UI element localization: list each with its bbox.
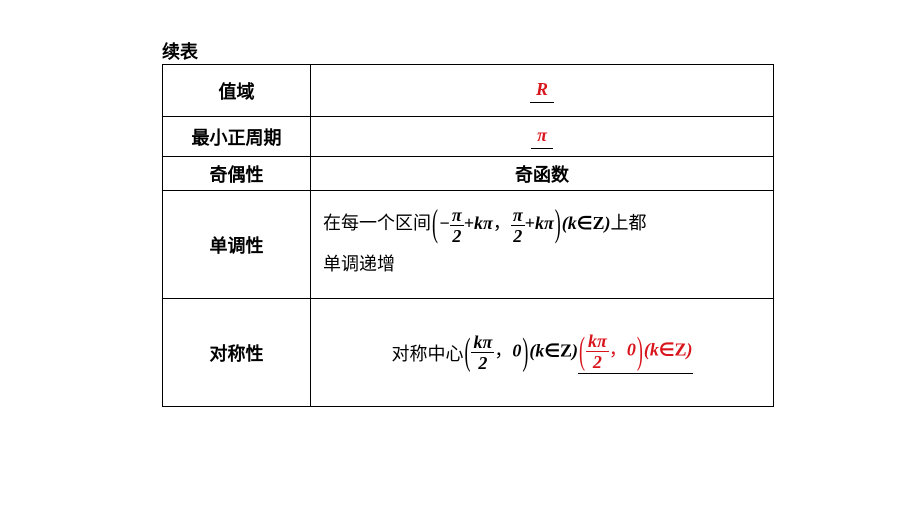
row-label-symmetry: 对称性 xyxy=(163,299,311,407)
lparen-icon: ( xyxy=(579,329,585,373)
mono-left-frac: π2 xyxy=(450,206,464,245)
answer-range: R xyxy=(530,79,554,103)
rparen-icon: ) xyxy=(637,329,643,373)
mono-left-plus: +kπ xyxy=(464,213,493,233)
properties-table: 值域 R 最小正周期 π 奇偶性 奇函数 单调性 在每一个区间(−π2+kπ，π… xyxy=(162,64,774,407)
row-value-monotonicity: 在每一个区间(−π2+kπ，π2+kπ)(k∈Z)上都 单调递增 xyxy=(311,191,774,299)
mono-prefix: 在每一个区间 xyxy=(323,213,431,233)
row-label-period: 最小正周期 xyxy=(163,117,311,157)
sym-label: 对称中心 xyxy=(391,340,463,366)
mono-right-frac: π2 xyxy=(511,206,525,245)
row-label-parity: 奇偶性 xyxy=(163,157,311,191)
rparen-icon: ) xyxy=(522,330,528,374)
table-caption: 续表 xyxy=(162,38,198,64)
sym-red-answer: (kπ2，0)(k∈Z) xyxy=(578,332,693,374)
sym-black-tuple: (kπ2，0)(k∈Z) xyxy=(463,333,578,372)
mono-cond: (k∈Z) xyxy=(562,213,611,233)
row-label-monotonicity: 单调性 xyxy=(163,191,311,299)
row-value-period: π xyxy=(311,117,774,157)
mono-sep: ， xyxy=(493,213,511,233)
mono-tail: 上都 xyxy=(610,213,646,233)
row-label-range: 值域 xyxy=(163,65,311,117)
lparen-icon: ( xyxy=(464,330,470,374)
row-value-symmetry: 对称中心 (kπ2，0)(k∈Z) (kπ2，0)(k∈Z) xyxy=(311,299,774,407)
row-value-parity: 奇函数 xyxy=(311,157,774,191)
mono-line2: 单调递增 xyxy=(323,254,395,274)
row-value-range: R xyxy=(311,65,774,117)
mono-right-plus: +kπ xyxy=(525,213,554,233)
lparen-icon: ( xyxy=(432,184,438,267)
answer-period: π xyxy=(531,125,553,149)
parity-text: 奇函数 xyxy=(515,165,569,185)
mono-left-neg: − xyxy=(439,213,450,233)
rparen-icon: ) xyxy=(555,184,561,267)
